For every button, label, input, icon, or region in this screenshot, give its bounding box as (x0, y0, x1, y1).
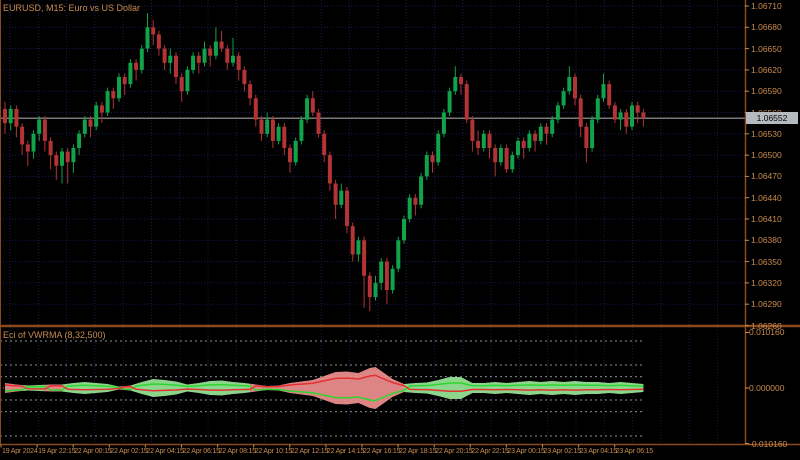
current-price-tag: 1.06552 (746, 112, 798, 124)
indicator-title: Eci of VWRMA (8,32,500) (3, 330, 106, 340)
chart-title: EURUSD, M15: Euro vs US Dollar (3, 3, 141, 13)
